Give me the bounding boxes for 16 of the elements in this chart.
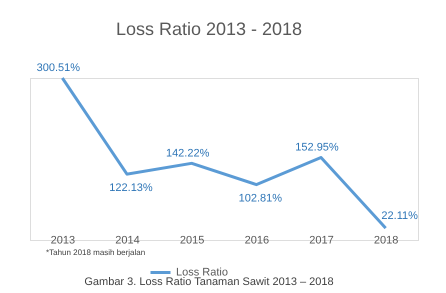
text: *Tahun 2018 masih berjalan: [46, 248, 146, 257]
x-tick-label: 2018: [374, 234, 398, 246]
x-tick-label: 2015: [180, 234, 204, 246]
data-label: 152.95%: [295, 142, 339, 154]
legend-label: Loss Ratio: [176, 266, 228, 278]
data-label: 22.11%: [381, 210, 418, 222]
data-label: 122.13%: [109, 182, 153, 194]
x-tick-label: 2014: [115, 234, 140, 246]
x-tick-label: 2016: [244, 234, 270, 246]
data-label: 142.22%: [166, 147, 210, 160]
text: Gambar 3. Loss Ratio Tanaman Sawit 2013 – 2018: [84, 276, 334, 288]
data-label: 300.51%: [36, 62, 80, 74]
data-label: 102.81%: [238, 192, 282, 205]
x-tick-label: 2017: [309, 234, 334, 246]
chart-title: Loss Ratio 2013 - 2018: [116, 19, 302, 39]
x-tick-label: 2013: [50, 234, 76, 246]
